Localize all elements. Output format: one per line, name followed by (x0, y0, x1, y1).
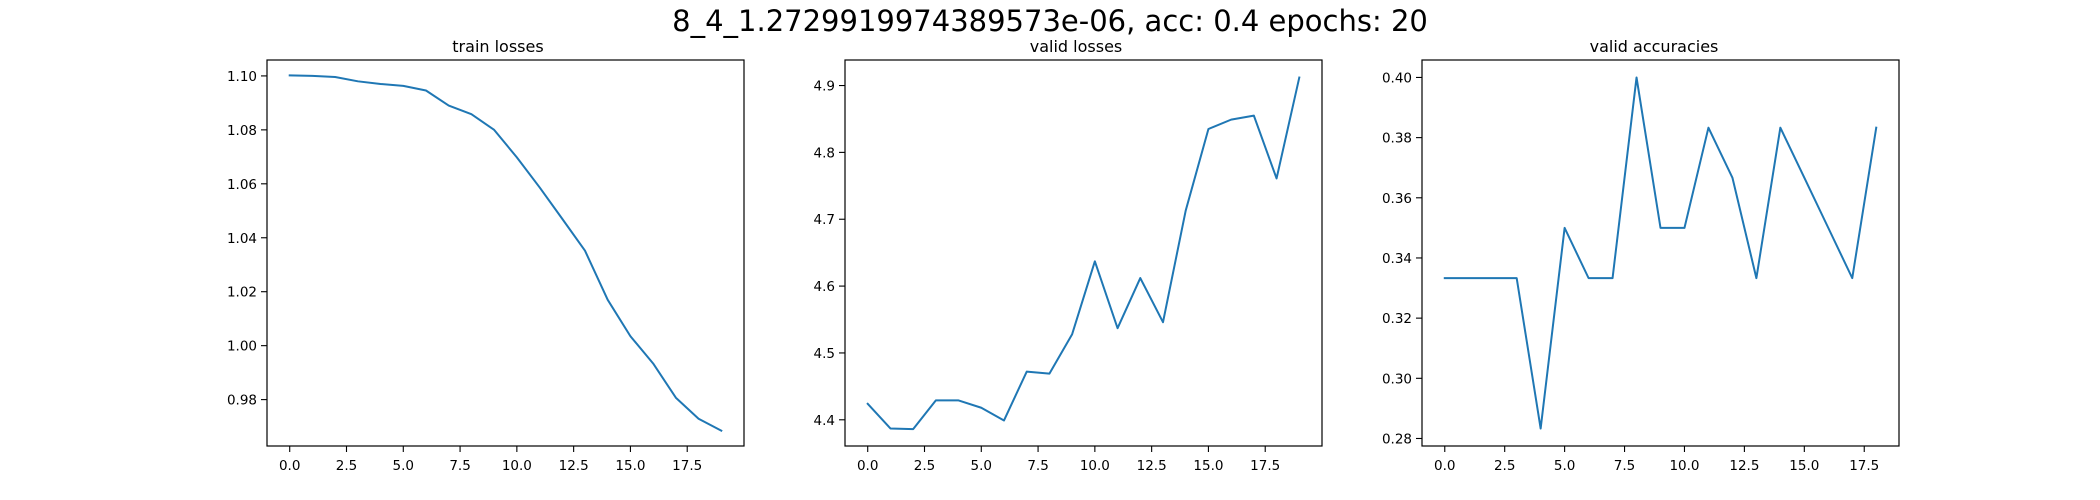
panel-valid-accuracies: valid accuracies 0.0 2.5 5.0 7.5 10.0 12.5 15.… (1382, 37, 1899, 474)
y-tick-label-valid-losses: 4.5 (814, 346, 835, 362)
x-tick-label-valid-accuracies: 17.5 (1849, 458, 1879, 474)
y-tick-label-train-losses: 1.10 (227, 69, 257, 85)
panel-title-train-losses: train losses (452, 37, 543, 56)
x-tick-label-train-losses: 17.5 (672, 458, 702, 474)
x-tick-label-train-losses: 2.5 (336, 458, 357, 474)
panel-title-valid-losses: valid losses (1030, 37, 1123, 56)
y-tick-label-train-losses: 1.08 (227, 123, 257, 139)
panel-train-losses: train losses 0.0 2.5 5.0 7.5 10.0 12.5 15.0 17.… (227, 37, 744, 474)
x-tick-label-valid-losses: 15.0 (1193, 458, 1223, 474)
y-tick-label-train-losses: 1.02 (227, 285, 257, 301)
axes-frame-train-losses (267, 60, 744, 446)
y-tick-label-valid-losses: 4.8 (814, 145, 835, 161)
x-tick-label-valid-losses: 7.5 (1027, 458, 1048, 474)
panel-title-valid-accuracies: valid accuracies (1590, 37, 1719, 56)
axes-frame-valid-accuracies (1422, 60, 1899, 446)
x-tick-label-valid-losses: 12.5 (1137, 458, 1167, 474)
x-tick-label-train-losses: 15.0 (615, 458, 645, 474)
x-tick-label-valid-accuracies: 7.5 (1614, 458, 1635, 474)
figure-suptitle: 8_4_1.2729919974389573e-06, acc: 0.4 epo… (672, 4, 1428, 38)
x-tick-label-valid-accuracies: 12.5 (1729, 458, 1759, 474)
y-tick-label-valid-accuracies: 0.36 (1382, 191, 1412, 207)
panel-valid-losses: valid losses 0.0 2.5 5.0 7.5 10.0 12.5 15.0 17.… (814, 37, 1322, 474)
x-tick-label-train-losses: 7.5 (449, 458, 470, 474)
x-tick-label-valid-losses: 2.5 (914, 458, 935, 474)
y-tick-label-valid-accuracies: 0.38 (1382, 131, 1412, 147)
y-tick-label-valid-accuracies: 0.30 (1382, 371, 1412, 387)
x-tick-label-valid-accuracies: 15.0 (1789, 458, 1819, 474)
x-tick-label-train-losses: 12.5 (559, 458, 589, 474)
x-tick-label-train-losses: 10.0 (502, 458, 532, 474)
x-tick-label-valid-losses: 5.0 (971, 458, 992, 474)
x-tick-label-train-losses: 0.0 (279, 458, 300, 474)
x-tick-label-valid-accuracies: 0.0 (1434, 458, 1455, 474)
y-tick-label-train-losses: 1.00 (227, 339, 257, 355)
y-tick-label-valid-accuracies: 0.34 (1382, 251, 1412, 267)
x-tick-label-valid-accuracies: 5.0 (1554, 458, 1575, 474)
y-tick-label-train-losses: 1.06 (227, 177, 257, 193)
y-tick-label-valid-accuracies: 0.32 (1382, 311, 1412, 327)
y-tick-label-train-losses: 0.98 (227, 393, 257, 409)
y-tick-label-valid-accuracies: 0.40 (1382, 70, 1412, 86)
x-tick-label-valid-accuracies: 2.5 (1494, 458, 1515, 474)
axes-frame-valid-losses (845, 60, 1322, 446)
y-tick-label-valid-losses: 4.9 (814, 79, 835, 95)
x-tick-label-valid-accuracies: 10.0 (1669, 458, 1699, 474)
x-tick-label-train-losses: 5.0 (393, 458, 414, 474)
y-tick-label-valid-losses: 4.6 (814, 279, 835, 295)
y-tick-label-valid-losses: 4.4 (814, 413, 835, 429)
series-line-valid-accuracies (1445, 77, 1876, 428)
x-tick-label-valid-losses: 0.0 (857, 458, 878, 474)
y-tick-label-valid-accuracies: 0.28 (1382, 431, 1412, 447)
y-tick-label-valid-losses: 4.7 (814, 212, 835, 228)
series-line-valid-losses (868, 78, 1300, 430)
y-tick-label-train-losses: 1.04 (227, 231, 257, 247)
x-tick-label-valid-losses: 10.0 (1080, 458, 1110, 474)
x-tick-label-valid-losses: 17.5 (1250, 458, 1280, 474)
series-line-train-losses (290, 75, 722, 430)
